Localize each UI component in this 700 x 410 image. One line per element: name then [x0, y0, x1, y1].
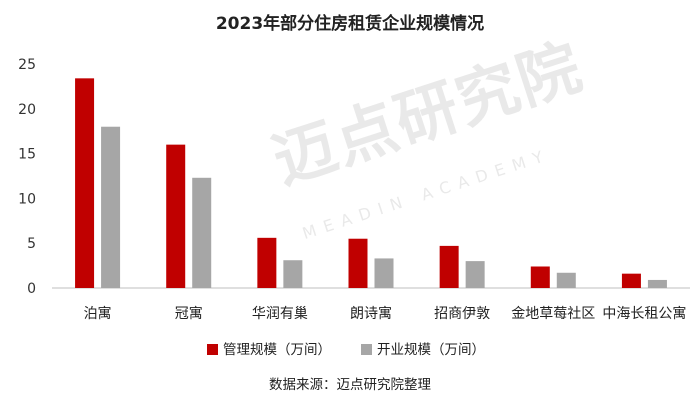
bar-managed [75, 78, 95, 288]
bar-managed [621, 273, 641, 288]
x-tick-label: 招商伊敦 [434, 306, 490, 322]
bar-opened [101, 126, 121, 288]
bar-managed [439, 245, 459, 288]
x-tick-label: 冠寓 [175, 305, 203, 322]
y-axis: 0 5 10 15 20 25 [18, 57, 36, 297]
legend-swatch [207, 344, 218, 355]
y-tick-label: 0 [27, 281, 36, 297]
y-tick-label: 10 [18, 191, 36, 207]
x-tick-label: 华润有巢 [252, 306, 308, 322]
legend-label: 管理规模（万间） [223, 342, 331, 358]
bar-opened [465, 261, 485, 288]
chart-title: 2023年部分住房租赁企业规模情况 [216, 13, 484, 34]
bar-managed [166, 144, 186, 288]
bar-opened [556, 272, 576, 288]
bar-opened [192, 177, 212, 288]
bar-opened [374, 258, 394, 288]
x-tick-label: 金地草莓社区 [511, 306, 595, 322]
legend-label: 开业规模（万间） [377, 342, 485, 358]
bar-managed [257, 237, 277, 288]
x-tick-label: 朗诗寓 [350, 305, 392, 322]
x-tick-label: 泊寓 [84, 305, 112, 322]
x-tick-label: 中海长租公寓 [602, 305, 686, 322]
bar-opened [647, 279, 667, 288]
bar-managed [348, 238, 368, 288]
legend: 管理规模（万间） 开业规模（万间） [207, 342, 485, 358]
legend-swatch [361, 344, 372, 355]
y-tick-label: 5 [27, 236, 36, 252]
y-tick-label: 15 [18, 147, 36, 163]
y-tick-label: 20 [18, 102, 36, 118]
source-note: 数据来源：迈点研究院整理 [269, 377, 431, 393]
bar-managed [530, 266, 550, 288]
bar-opened [283, 260, 303, 288]
y-tick-label: 25 [18, 57, 36, 73]
x-axis-labels: 泊寓 冠寓 华润有巢 朗诗寓 招商伊敦 金地草莓社区 中海长租公寓 [84, 305, 687, 322]
bars-group [75, 78, 667, 288]
